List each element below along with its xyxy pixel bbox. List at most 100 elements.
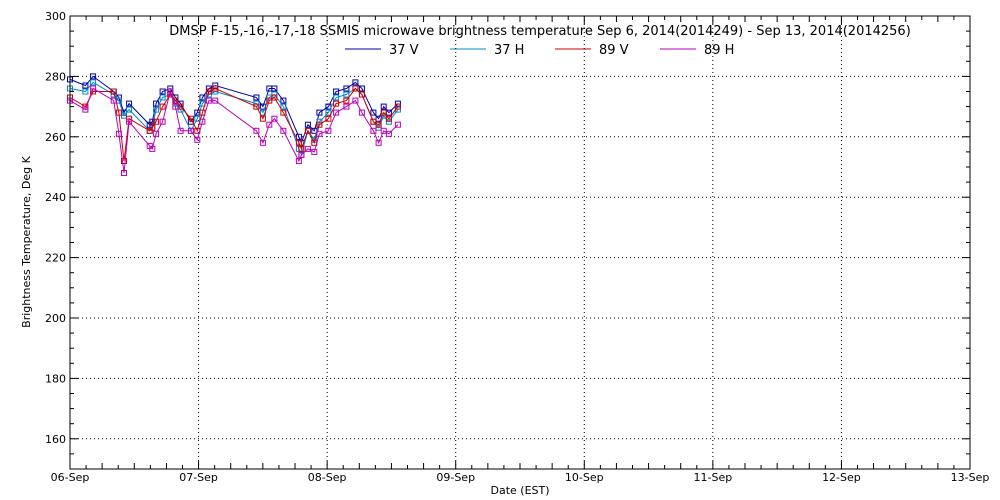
data-point-89-h xyxy=(316,130,323,137)
data-point-37-v xyxy=(126,100,133,107)
chart-title: DMSP F-15,-16,-17,-18 SSMIS microwave br… xyxy=(169,24,911,39)
data-point-37-h xyxy=(325,109,332,116)
data-point-89-h xyxy=(343,103,350,110)
data-point-89-v xyxy=(271,94,278,101)
data-point-89-v xyxy=(304,127,311,134)
data-point-89-v xyxy=(358,91,365,98)
data-point-37-v xyxy=(295,133,302,140)
grid xyxy=(70,16,970,469)
data-point-89-h xyxy=(394,121,401,128)
data-point-89-v xyxy=(253,103,260,110)
y-tick-label: 200 xyxy=(45,312,66,325)
data-point-37-h xyxy=(90,79,97,86)
data-point-89-h xyxy=(212,97,219,104)
data-point-89-h xyxy=(199,118,206,125)
data-point-37-v xyxy=(304,121,311,128)
data-point-89-h xyxy=(358,109,365,116)
data-point-37-v xyxy=(253,94,260,101)
data-point-37-h xyxy=(333,94,340,101)
legend-label-37-h: 37 H xyxy=(494,43,524,58)
data-point-89-h xyxy=(115,130,122,137)
data-point-89-h xyxy=(90,85,97,92)
data-point-37-v xyxy=(90,73,97,80)
x-tick-label: 09-Sep xyxy=(436,471,475,484)
plot-frame xyxy=(69,15,971,470)
legend-label-89-v: 89 V xyxy=(599,43,629,58)
data-point-89-h xyxy=(271,115,278,122)
series-89-h xyxy=(67,85,401,176)
data-point-89-h xyxy=(295,158,302,164)
x-tick-label: 12-Sep xyxy=(822,471,861,484)
data-point-89-v xyxy=(325,115,332,122)
data-point-89-h xyxy=(311,148,318,155)
data-point-89-h xyxy=(126,118,133,125)
data-point-37-v xyxy=(370,109,377,116)
data-point-89-v xyxy=(153,118,160,125)
data-point-89-v xyxy=(385,115,392,122)
data-point-37-v xyxy=(280,97,287,104)
y-tick-label: 280 xyxy=(45,70,66,83)
data-point-89-v xyxy=(280,109,287,116)
data-point-37-v xyxy=(153,100,160,107)
data-point-37-h xyxy=(126,106,133,113)
data-point-89-v xyxy=(121,158,127,164)
y-tick-label: 220 xyxy=(45,252,66,265)
x-tick-label: 11-Sep xyxy=(694,471,733,484)
data-point-89-v xyxy=(343,97,350,104)
data-point-89-h xyxy=(304,145,311,152)
data-point-89-h xyxy=(266,121,273,128)
data-point-37-v xyxy=(316,109,323,116)
data-point-37-h xyxy=(159,94,166,101)
data-point-89-v xyxy=(187,115,194,122)
data-point-37-v xyxy=(352,79,359,86)
data-point-89-h xyxy=(172,103,179,110)
data-point-89-v xyxy=(110,88,117,95)
x-tick-label: 08-Sep xyxy=(308,471,347,484)
x-tick-label: 10-Sep xyxy=(565,471,604,484)
data-point-89-v xyxy=(352,85,359,92)
data-point-89-v xyxy=(316,121,323,128)
data-point-89-v xyxy=(149,124,156,131)
series-layer xyxy=(67,73,401,176)
data-point-89-h xyxy=(385,130,392,137)
data-point-89-v xyxy=(266,97,273,104)
data-point-37-v xyxy=(82,82,89,89)
data-point-37-v xyxy=(333,88,340,95)
legend-label-37-v: 37 V xyxy=(389,43,419,58)
y-tick-label: 160 xyxy=(45,433,66,446)
data-point-37-v xyxy=(199,94,206,101)
series-37-h xyxy=(67,79,401,158)
data-point-89-h xyxy=(325,127,332,134)
data-point-89-h xyxy=(333,109,340,116)
data-point-89-v xyxy=(298,145,305,152)
data-point-89-h xyxy=(205,97,212,104)
data-point-89-h xyxy=(121,170,127,176)
data-point-89-h xyxy=(352,97,359,104)
data-point-37-v xyxy=(380,103,387,110)
data-point-89-h xyxy=(149,145,156,152)
data-point-37-v xyxy=(358,85,365,92)
data-point-37-h xyxy=(280,103,287,110)
data-point-89-v xyxy=(159,103,166,110)
data-point-89-h xyxy=(167,88,174,95)
data-point-89-h xyxy=(298,151,305,158)
data-point-89-v xyxy=(212,85,219,92)
x-tick-label: 07-Sep xyxy=(179,471,218,484)
data-point-89-h xyxy=(159,118,166,125)
y-tick-label: 180 xyxy=(45,372,66,385)
data-point-89-h xyxy=(187,127,194,134)
data-point-89-h xyxy=(153,130,160,137)
data-point-89-v xyxy=(333,100,340,107)
data-point-37-h xyxy=(153,106,160,113)
data-point-89-v xyxy=(259,115,266,122)
y-tick-label: 260 xyxy=(45,131,66,144)
data-point-89-h xyxy=(370,127,377,134)
data-point-37-v xyxy=(271,85,278,92)
data-point-89-v xyxy=(394,103,401,110)
data-point-89-h xyxy=(253,127,260,134)
data-point-89-v xyxy=(375,121,382,128)
x-axis-label: Date (EST) xyxy=(490,484,549,497)
data-point-37-v xyxy=(149,118,156,125)
data-point-37-h xyxy=(343,91,350,98)
